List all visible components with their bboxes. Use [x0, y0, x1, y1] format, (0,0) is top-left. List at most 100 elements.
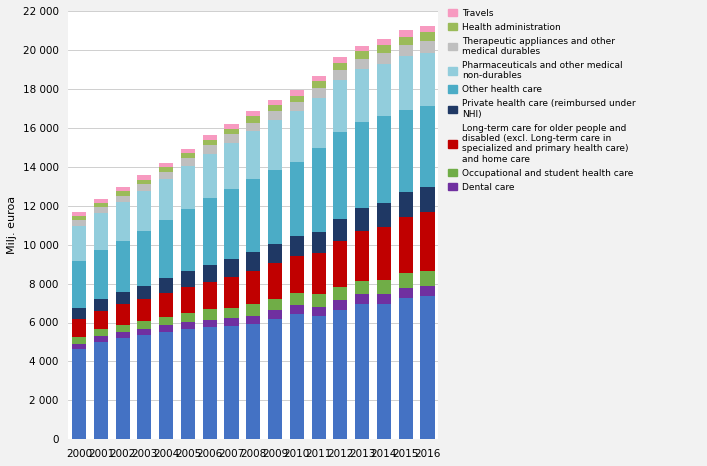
Bar	[224, 326, 238, 439]
Bar	[312, 75, 326, 81]
Bar	[72, 337, 86, 343]
Bar	[224, 308, 238, 318]
Bar	[159, 167, 173, 172]
Bar	[312, 148, 326, 232]
Bar	[203, 199, 217, 265]
Bar	[421, 286, 435, 296]
Bar	[181, 287, 195, 313]
Bar	[399, 110, 413, 192]
Bar	[312, 232, 326, 254]
Bar	[355, 304, 369, 439]
Bar	[312, 97, 326, 148]
Bar	[159, 179, 173, 220]
Bar	[377, 203, 391, 227]
Bar	[355, 46, 369, 51]
Bar	[181, 166, 195, 209]
Bar	[159, 332, 173, 439]
Bar	[203, 282, 217, 309]
Bar	[268, 263, 282, 299]
Bar	[290, 236, 304, 256]
Bar	[333, 57, 347, 62]
Bar	[72, 216, 86, 220]
Bar	[203, 328, 217, 439]
Bar	[115, 202, 129, 241]
Bar	[203, 265, 217, 282]
Bar	[115, 304, 129, 325]
Bar	[333, 80, 347, 132]
Bar	[268, 105, 282, 111]
Bar	[224, 143, 238, 189]
Bar	[159, 325, 173, 332]
Bar	[246, 131, 260, 179]
Bar	[312, 254, 326, 294]
Bar	[377, 39, 391, 45]
Bar	[377, 64, 391, 116]
Bar	[181, 313, 195, 322]
Bar	[333, 241, 347, 287]
Bar	[268, 170, 282, 244]
Bar	[72, 226, 86, 261]
Bar	[94, 250, 108, 299]
Bar	[72, 343, 86, 349]
Bar	[224, 124, 238, 129]
Bar	[72, 220, 86, 226]
Bar	[268, 319, 282, 439]
Bar	[115, 241, 129, 292]
Bar	[290, 90, 304, 96]
Bar	[94, 207, 108, 213]
Bar	[399, 56, 413, 110]
Bar	[312, 88, 326, 97]
Bar	[115, 292, 129, 304]
Bar	[355, 294, 369, 304]
Bar	[246, 111, 260, 116]
Bar	[377, 304, 391, 439]
Bar	[333, 301, 347, 310]
Legend: Travels, Health administration, Therapeutic appliances and other
medical durable: Travels, Health administration, Therapeu…	[447, 7, 637, 194]
Bar	[224, 277, 238, 308]
Bar	[290, 96, 304, 102]
Bar	[94, 311, 108, 329]
Bar	[268, 299, 282, 310]
Bar	[377, 116, 391, 203]
Bar	[115, 338, 129, 439]
Bar	[159, 293, 173, 317]
Bar	[312, 81, 326, 88]
Bar	[377, 45, 391, 53]
Bar	[355, 122, 369, 208]
Bar	[421, 296, 435, 439]
Bar	[290, 294, 304, 305]
Bar	[268, 244, 282, 263]
Bar	[268, 310, 282, 319]
Bar	[399, 274, 413, 288]
Bar	[312, 315, 326, 439]
Bar	[115, 187, 129, 192]
Bar	[224, 134, 238, 143]
Y-axis label: Milj. euroa: Milj. euroa	[7, 196, 17, 254]
Bar	[333, 310, 347, 439]
Bar	[181, 149, 195, 153]
Bar	[355, 281, 369, 294]
Bar	[94, 299, 108, 311]
Bar	[355, 208, 369, 231]
Bar	[246, 324, 260, 439]
Bar	[290, 314, 304, 439]
Bar	[159, 279, 173, 293]
Bar	[399, 192, 413, 217]
Bar	[333, 62, 347, 70]
Bar	[181, 322, 195, 329]
Bar	[137, 179, 151, 184]
Bar	[246, 116, 260, 123]
Bar	[72, 349, 86, 439]
Bar	[377, 280, 391, 294]
Bar	[203, 320, 217, 328]
Bar	[246, 304, 260, 316]
Bar	[333, 287, 347, 301]
Bar	[181, 209, 195, 271]
Bar	[224, 259, 238, 277]
Bar	[355, 231, 369, 281]
Bar	[115, 332, 129, 338]
Bar	[115, 192, 129, 196]
Bar	[399, 37, 413, 45]
Bar	[290, 305, 304, 314]
Bar	[203, 140, 217, 145]
